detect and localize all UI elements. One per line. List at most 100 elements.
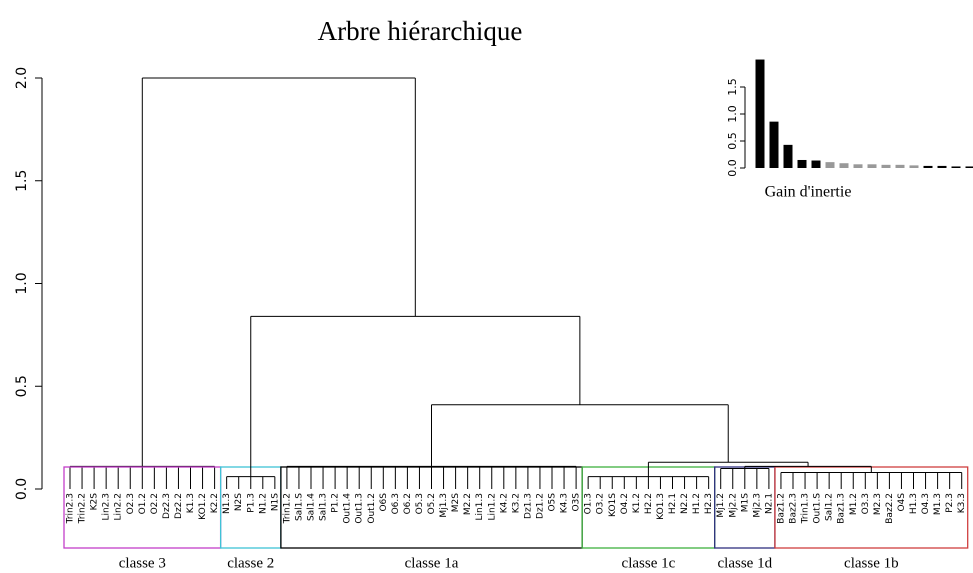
leaf-label: K1.2 xyxy=(632,493,642,513)
leaf-label: K1.3 xyxy=(186,493,196,513)
leaf-label: Trin2.3 xyxy=(66,493,76,524)
leaf-label: O3.3 xyxy=(861,493,871,514)
leaf-label: O6.2 xyxy=(403,493,413,514)
inset-bar xyxy=(783,144,793,168)
leaf-label: Baz2.2 xyxy=(885,493,895,524)
leaf-label: O1.2 xyxy=(138,493,148,514)
leaf-label: Lin1.2 xyxy=(487,493,497,521)
y-tick-label: 0.5 xyxy=(14,375,30,397)
leaf-label: Out1.S xyxy=(813,493,823,524)
leaf-label: O6S xyxy=(379,493,389,512)
leaf-label: Sal1.4 xyxy=(307,493,317,521)
class-label: classe 1a xyxy=(405,555,459,571)
leaf-label: Sal1.2 xyxy=(825,493,835,521)
leaf-label: KO1S xyxy=(608,493,618,517)
leaf-label: Dz2.2 xyxy=(174,493,184,519)
leaf-label: K2S xyxy=(90,493,100,511)
leaf-label: N2.2 xyxy=(680,493,690,514)
inset-bar xyxy=(839,163,849,168)
y-tick-label: 1.0 xyxy=(14,272,30,294)
leaf-label: Baz1.2 xyxy=(776,493,786,524)
leaf-label: O5.2 xyxy=(427,493,437,514)
leaf-label: K3.2 xyxy=(511,493,521,513)
class-label: classe 1b xyxy=(844,555,899,571)
leaf-label: O2.3 xyxy=(126,493,136,514)
inset-bar xyxy=(951,166,961,168)
leaf-label: Lin2.2 xyxy=(114,493,124,521)
leaf-label: KO1.2 xyxy=(198,493,208,520)
leaf-label: KO1.3 xyxy=(656,493,666,520)
inset-bar xyxy=(937,165,947,168)
leaf-label: O3S xyxy=(572,493,582,512)
leaf-label: Dz2.3 xyxy=(162,493,172,519)
leaf-label: P2.3 xyxy=(945,493,955,513)
leaf-label: O4.2 xyxy=(620,493,630,514)
inset-bar xyxy=(769,121,779,168)
y-tick-label: 1.5 xyxy=(14,170,30,192)
leaf-label: Out1.3 xyxy=(355,493,365,524)
leaf-label: Baz1.3 xyxy=(837,493,847,524)
leaf-label: Mj2.3 xyxy=(752,493,762,518)
inset-y-tick-label: 1.5 xyxy=(726,78,739,96)
leaf-label: M2S xyxy=(451,493,461,512)
leaf-label: O3.2 xyxy=(596,493,606,514)
leaf-label: Out1.4 xyxy=(343,493,353,524)
leaf-label: M2.3 xyxy=(873,493,883,515)
leaf-label: K4.3 xyxy=(560,493,570,513)
leaf-label: Baz2.3 xyxy=(789,493,799,524)
leaf-label: N2S xyxy=(234,493,244,511)
inset-bar xyxy=(867,164,877,168)
inset-bar xyxy=(825,162,835,168)
class-label: classe 1c xyxy=(622,555,676,571)
leaf-label: M1.3 xyxy=(933,493,943,515)
class-label: classe 1d xyxy=(718,555,773,571)
inset-bar xyxy=(853,164,863,168)
inset-y-tick-label: 0.5 xyxy=(726,132,739,150)
leaf-label: K2.2 xyxy=(210,493,220,513)
inset-bar xyxy=(755,59,765,168)
leaf-label: Lin2.3 xyxy=(102,493,112,521)
leaf-label: N1.2 xyxy=(258,493,268,514)
inset-x-label: Gain d'inertie xyxy=(765,184,852,201)
leaf-label: H2.3 xyxy=(704,493,714,514)
leaf-label: H2.1 xyxy=(668,493,678,514)
class-label: classe 2 xyxy=(227,555,274,571)
leaf-label: O6.3 xyxy=(391,493,401,514)
leaf-label: K4.2 xyxy=(499,493,509,513)
y-tick-label: 2.0 xyxy=(14,67,30,89)
leaf-label: H1.2 xyxy=(692,493,702,514)
chart-title: Arbre hiérarchique xyxy=(318,16,523,46)
leaf-label: P1.2 xyxy=(331,493,341,513)
y-tick-label: 0.0 xyxy=(14,478,30,500)
leaf-label: Sal1.3 xyxy=(319,493,329,521)
inset-bar xyxy=(881,164,891,168)
inset-y-tick-label: 1.0 xyxy=(726,105,739,123)
inset-bar xyxy=(895,164,905,168)
leaf-label: Trin2.2 xyxy=(78,493,88,524)
leaf-label: O1.3 xyxy=(584,493,594,514)
leaf-label: O5S xyxy=(548,493,558,512)
leaf-label: Out1.2 xyxy=(367,493,377,524)
leaf-label: P1.3 xyxy=(246,493,256,513)
inset-bar xyxy=(797,159,807,168)
leaf-label: Mj2.2 xyxy=(728,493,738,518)
inset-bar xyxy=(909,165,919,168)
leaf-label: K3.3 xyxy=(957,493,967,513)
leaf-label: N1S xyxy=(270,493,280,511)
class-label: classe 3 xyxy=(119,555,166,571)
leaf-label: Lin1.3 xyxy=(475,493,485,521)
leaf-label: H2.2 xyxy=(644,493,654,514)
leaf-label: H1.3 xyxy=(909,493,919,514)
leaf-label: O5.3 xyxy=(415,493,425,514)
inset-bar xyxy=(965,166,973,168)
leaf-label: Mj1.2 xyxy=(716,493,726,518)
leaf-label: Sal1.S xyxy=(294,493,304,521)
leaf-label: M1.2 xyxy=(849,493,859,515)
leaf-label: Trin1.3 xyxy=(801,493,811,524)
leaf-label: M1S xyxy=(740,493,750,512)
inset-bar xyxy=(923,165,933,168)
leaf-label: M2.2 xyxy=(463,493,473,515)
leaf-label: Dz1.2 xyxy=(535,493,545,519)
leaf-label: Mj1.3 xyxy=(439,493,449,518)
